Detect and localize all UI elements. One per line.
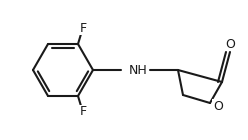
Text: F: F xyxy=(79,22,87,35)
Text: O: O xyxy=(213,100,223,113)
Text: NH: NH xyxy=(129,64,147,76)
Text: F: F xyxy=(79,105,87,118)
Text: O: O xyxy=(225,38,235,51)
